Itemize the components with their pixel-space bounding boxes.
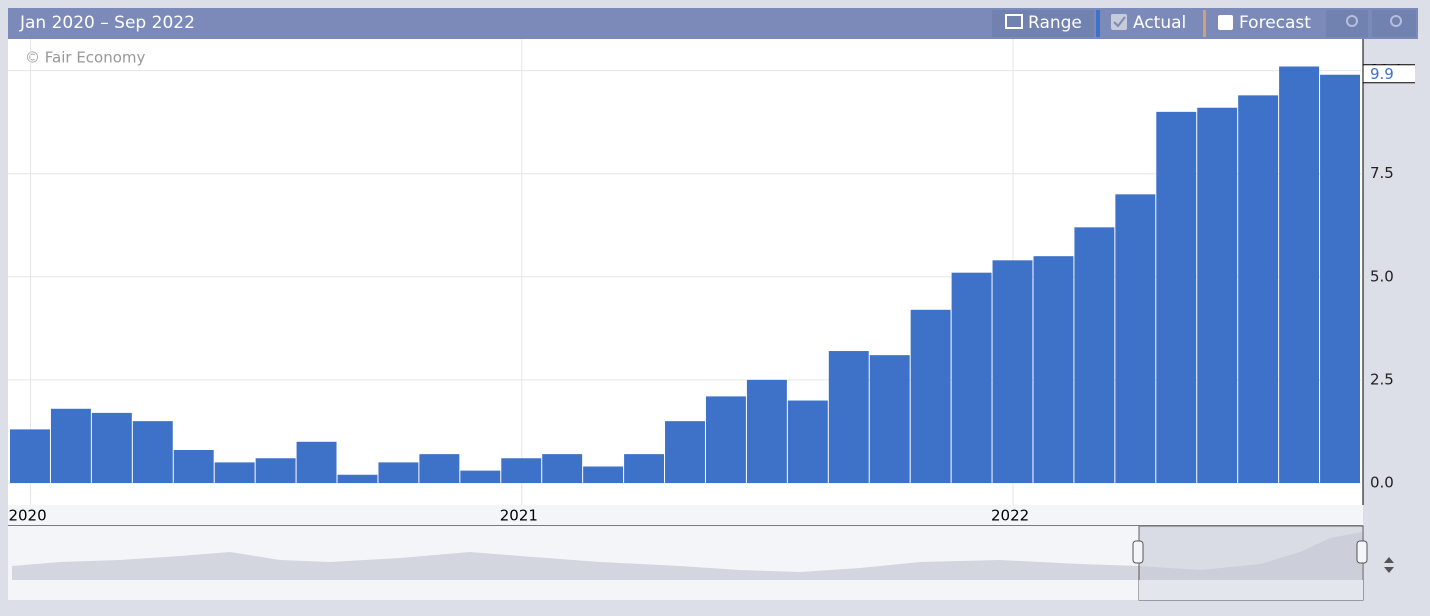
scroll-arrows[interactable] <box>1384 557 1394 573</box>
value-label: 9.9 <box>1370 65 1394 83</box>
bar <box>992 260 1033 483</box>
bar <box>214 462 255 483</box>
bar <box>1238 95 1279 483</box>
navigator-area <box>12 532 1362 580</box>
bar <box>828 351 869 483</box>
bar <box>1279 66 1320 483</box>
forecast-text[interactable]: Forecast <box>1239 13 1311 33</box>
zoom-out-icon <box>1390 15 1402 27</box>
x-tick-label: 2020 <box>8 507 46 525</box>
bar <box>91 412 132 483</box>
bar <box>1197 107 1238 483</box>
bar <box>337 474 378 483</box>
bar <box>1115 194 1156 484</box>
bar <box>1156 111 1197 483</box>
x-tick-label: 2021 <box>500 507 538 525</box>
bar <box>173 450 214 483</box>
zoom-in-icon <box>1346 15 1358 27</box>
y-tick-label: 7.5 <box>1370 164 1394 182</box>
x-axis-band <box>8 505 1363 526</box>
bar <box>624 454 665 483</box>
bar <box>378 462 419 483</box>
range-icon <box>1005 14 1023 29</box>
bar <box>419 454 460 483</box>
bar <box>10 429 50 483</box>
forecast-swatch <box>1203 10 1206 37</box>
check-icon <box>1113 16 1126 28</box>
watermark: © Fair Economy <box>25 49 146 67</box>
y-tick-label: 0.0 <box>1370 474 1394 492</box>
bar <box>542 454 583 483</box>
toolbar <box>8 8 1418 39</box>
bar <box>746 379 787 483</box>
plot: 0.02.55.07.510.02020202120229.9 <box>8 39 1415 527</box>
value-label-box <box>1363 64 1415 83</box>
actual-checkbox[interactable] <box>1111 14 1127 30</box>
bar <box>665 421 705 483</box>
bar <box>910 309 951 483</box>
bar <box>501 458 542 483</box>
bar <box>132 421 173 483</box>
bar <box>1074 227 1115 483</box>
bar <box>705 396 746 483</box>
actual-swatch <box>1096 10 1100 37</box>
range-label: Jan 2020 – Sep 2022 <box>19 13 195 33</box>
navigator-handle-left[interactable] <box>1132 540 1144 564</box>
bar <box>255 458 296 483</box>
scrollbar[interactable] <box>1139 580 1363 600</box>
actual-text[interactable]: Actual <box>1133 13 1186 33</box>
y-tick-label: 2.5 <box>1370 370 1394 388</box>
bar <box>296 441 337 483</box>
navigator-handle-right[interactable] <box>1356 540 1368 564</box>
bar <box>869 355 910 483</box>
x-tick-label: 2022 <box>991 507 1029 525</box>
bar <box>1320 74 1360 483</box>
bar <box>951 272 992 483</box>
bar <box>787 400 828 483</box>
bar <box>50 408 91 483</box>
bar <box>1033 256 1074 483</box>
range-text[interactable]: Range <box>1028 13 1082 33</box>
y-tick-label: 5.0 <box>1370 267 1394 285</box>
bar <box>583 466 624 483</box>
bar <box>460 470 501 483</box>
zoom-out-button[interactable] <box>1372 10 1416 37</box>
forecast-checkbox[interactable] <box>1218 15 1233 30</box>
